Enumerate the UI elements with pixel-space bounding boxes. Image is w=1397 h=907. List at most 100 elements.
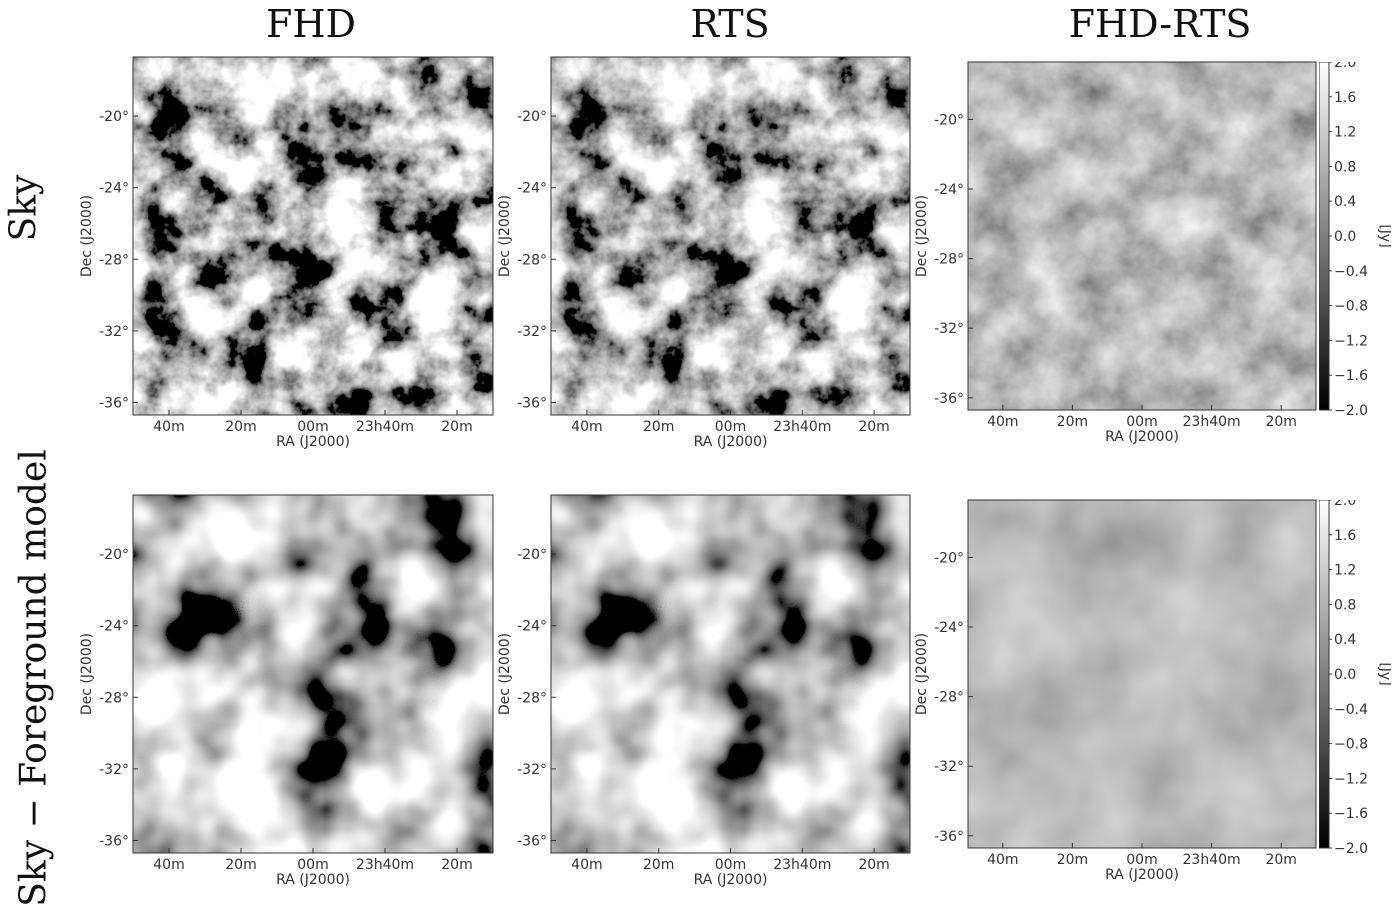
- y-tick-label: -32°: [517, 762, 547, 778]
- y-tick-label: -24°: [934, 182, 964, 198]
- sky-image: [968, 500, 1316, 848]
- x-tick-label: 00m: [297, 419, 328, 435]
- sky-image: [551, 495, 910, 853]
- y-tick-label: -24°: [517, 619, 547, 635]
- y-axis-label: Dec (J2000): [914, 195, 930, 277]
- x-tick-label: 20m: [1265, 414, 1296, 430]
- y-tick-label: -20°: [517, 109, 547, 125]
- x-tick-label: 40m: [987, 414, 1018, 430]
- y-axis-label: Dec (J2000): [497, 195, 513, 277]
- colorbar-tick-label: −2.0: [1334, 403, 1368, 419]
- x-tick-label: 23h40m: [773, 419, 831, 435]
- y-tick-label: -20°: [934, 112, 964, 128]
- x-tick-label: 00m: [715, 419, 746, 435]
- colorbar-tick-label: 1.6: [1334, 528, 1356, 544]
- x-tick-label: 20m: [441, 419, 472, 435]
- y-tick-label: -20°: [934, 550, 964, 566]
- column-title-fhd: FHD: [266, 2, 356, 46]
- y-axis-label: Dec (J2000): [914, 633, 930, 715]
- y-tick-label: -24°: [517, 181, 547, 197]
- y-tick-label: -36°: [99, 833, 129, 849]
- x-tick-label: 20m: [1265, 852, 1296, 868]
- colorbar: 2.0 1.6 1.2 0.8 0.4 0.0 −0.4 −0.8 −1.2 −1.6 −2.0 [J…: [1318, 493, 1393, 862]
- colorbar-label: [Jy]: [1377, 224, 1391, 247]
- x-tick-label: 00m: [1126, 414, 1157, 430]
- x-tick-label: 23h40m: [356, 857, 414, 873]
- y-tick-label: -32°: [99, 324, 129, 340]
- colorbar-tick-label: −0.8: [1334, 299, 1368, 315]
- colorbar-tick-label: −1.6: [1334, 806, 1368, 822]
- panel-svg: -20° -24° -28° -32° -36° 40m 20m 00m 23h40m 20m RA…: [79, 56, 494, 450]
- y-tick-label: -36°: [517, 395, 547, 411]
- colorbar-tick-label: 1.2: [1334, 125, 1356, 141]
- sky-image: [133, 495, 493, 853]
- colorbar-tick-label: 0.0: [1334, 229, 1356, 245]
- colorbar-tick-label: −1.6: [1334, 368, 1368, 384]
- colorbar-tick-label: 0.8: [1334, 159, 1356, 175]
- panel-svg: -20° -24° -28° -32° -36° 40m 20m 00m 23h40m 20m RA…: [79, 494, 494, 888]
- colorbar-tick-label: 2.0: [1334, 500, 1356, 509]
- colorbar-tick-label: −0.4: [1334, 264, 1368, 280]
- y-tick-label: -20°: [99, 109, 129, 125]
- y-tick-label: -24°: [934, 620, 964, 636]
- x-axis-label: RA (J2000): [1105, 429, 1179, 445]
- y-tick-label: -20°: [99, 547, 129, 563]
- colorbar-tick-label: 0.4: [1334, 194, 1356, 210]
- x-tick-label: 20m: [858, 419, 889, 435]
- column-title-fhd-rts: FHD-RTS: [1068, 2, 1252, 46]
- x-tick-label: 23h40m: [1183, 414, 1241, 430]
- colorbar: 2.0 1.6 1.2 0.8 0.4 0.0 −0.4 −0.8 −1.2 −1.6 −2.0 [J…: [1318, 55, 1393, 424]
- x-tick-label: 00m: [1126, 852, 1157, 868]
- x-tick-label: 23h40m: [356, 419, 414, 435]
- x-tick-label: 20m: [225, 419, 256, 435]
- x-axis-label: RA (J2000): [694, 872, 768, 888]
- y-tick-label: -32°: [99, 762, 129, 778]
- colorbar-tick-label: 1.2: [1334, 563, 1356, 579]
- colorbar-tick-label: −1.2: [1334, 771, 1368, 787]
- x-tick-label: 40m: [987, 852, 1018, 868]
- x-tick-label: 20m: [441, 857, 472, 873]
- x-axis-label: RA (J2000): [276, 872, 350, 888]
- y-tick-label: -20°: [517, 547, 547, 563]
- sky-image: [133, 57, 493, 415]
- y-tick-label: -32°: [934, 321, 964, 337]
- colorbar-tick-label: 0.8: [1334, 597, 1356, 613]
- panel-svg: -20° -24° -28° -32° -36° 40m 20m 00m 23h40m 20m RA…: [914, 499, 1317, 883]
- colorbar-tick-label: 0.4: [1334, 632, 1356, 648]
- colorbar-tick-label: 2.0: [1334, 62, 1356, 71]
- y-tick-label: -32°: [517, 324, 547, 340]
- colorbar-tick-label: −1.2: [1334, 333, 1368, 349]
- x-tick-label: 23h40m: [773, 857, 831, 873]
- y-axis-label: Dec (J2000): [497, 633, 513, 715]
- sky-image: [968, 62, 1316, 410]
- colorbar-tick-label: 1.6: [1334, 90, 1356, 106]
- x-tick-label: 20m: [858, 857, 889, 873]
- x-tick-label: 40m: [153, 419, 184, 435]
- y-tick-label: -36°: [934, 391, 964, 407]
- y-tick-label: -28°: [517, 690, 547, 706]
- y-tick-label: -36°: [99, 395, 129, 411]
- y-tick-label: -28°: [99, 690, 129, 706]
- y-tick-label: -36°: [517, 833, 547, 849]
- y-tick-label: -28°: [934, 690, 964, 706]
- x-tick-label: 00m: [297, 857, 328, 873]
- panel-svg: -20° -24° -28° -32° -36° 40m 20m 00m 23h40m 20m RA…: [914, 61, 1317, 445]
- row-title-sky-minus-foreground: Sky − Foreground model: [13, 449, 55, 907]
- column-title-rts: RTS: [690, 2, 770, 46]
- y-tick-label: -28°: [934, 252, 964, 268]
- y-tick-label: -28°: [99, 252, 129, 268]
- y-axis-label: Dec (J2000): [79, 195, 95, 277]
- colorbar-tick-label: −0.8: [1334, 737, 1368, 753]
- y-tick-label: -32°: [934, 759, 964, 775]
- x-axis-label: RA (J2000): [694, 434, 768, 450]
- x-tick-label: 20m: [643, 419, 674, 435]
- x-tick-label: 23h40m: [1183, 852, 1241, 868]
- colorbar-tick-label: −2.0: [1334, 841, 1368, 857]
- row-title-sky: Sky: [3, 174, 45, 242]
- x-tick-label: 20m: [1057, 852, 1088, 868]
- x-tick-label: 40m: [571, 857, 602, 873]
- x-axis-label: RA (J2000): [1105, 867, 1179, 883]
- x-tick-label: 00m: [715, 857, 746, 873]
- panel-svg: -20° -24° -28° -32° -36° 40m 20m 00m 23h40m 20m RA…: [497, 56, 911, 450]
- y-tick-label: -28°: [517, 252, 547, 268]
